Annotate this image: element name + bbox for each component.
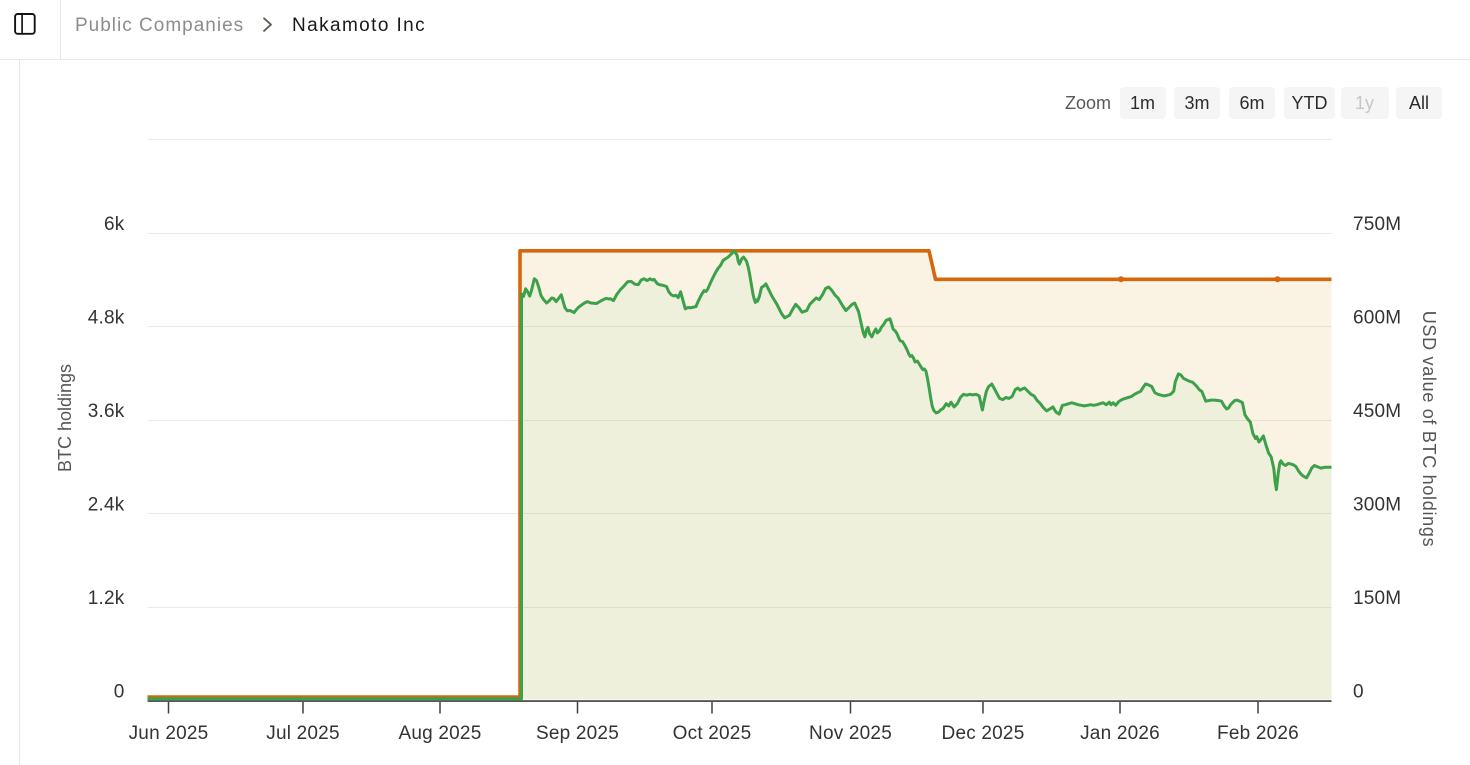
svg-text:2.4k: 2.4k xyxy=(88,495,125,516)
svg-text:450M: 450M xyxy=(1353,401,1401,422)
svg-text:4.8k: 4.8k xyxy=(88,308,125,329)
svg-text:3.6k: 3.6k xyxy=(88,401,125,422)
svg-text:Oct 2025: Oct 2025 xyxy=(673,723,752,744)
svg-text:0: 0 xyxy=(1353,682,1364,703)
svg-text:Jun 2025: Jun 2025 xyxy=(129,723,209,744)
svg-text:1.2k: 1.2k xyxy=(88,588,125,609)
svg-text:6k: 6k xyxy=(104,214,125,235)
svg-text:USD value of BTC holdings: USD value of BTC holdings xyxy=(1419,311,1439,548)
svg-text:Jan 2026: Jan 2026 xyxy=(1080,723,1160,744)
svg-text:150M: 150M xyxy=(1353,588,1401,609)
svg-text:Dec 2025: Dec 2025 xyxy=(942,723,1025,744)
svg-text:Nov 2025: Nov 2025 xyxy=(809,723,892,744)
svg-text:BTC holdings: BTC holdings xyxy=(55,364,75,472)
svg-text:300M: 300M xyxy=(1353,495,1401,516)
svg-text:Feb 2026: Feb 2026 xyxy=(1217,723,1299,744)
svg-text:0: 0 xyxy=(114,682,125,703)
svg-text:750M: 750M xyxy=(1353,214,1401,235)
svg-text:Aug 2025: Aug 2025 xyxy=(399,723,482,744)
svg-text:Sep 2025: Sep 2025 xyxy=(536,723,619,744)
svg-text:600M: 600M xyxy=(1353,308,1401,329)
svg-text:Jul 2025: Jul 2025 xyxy=(266,723,339,744)
